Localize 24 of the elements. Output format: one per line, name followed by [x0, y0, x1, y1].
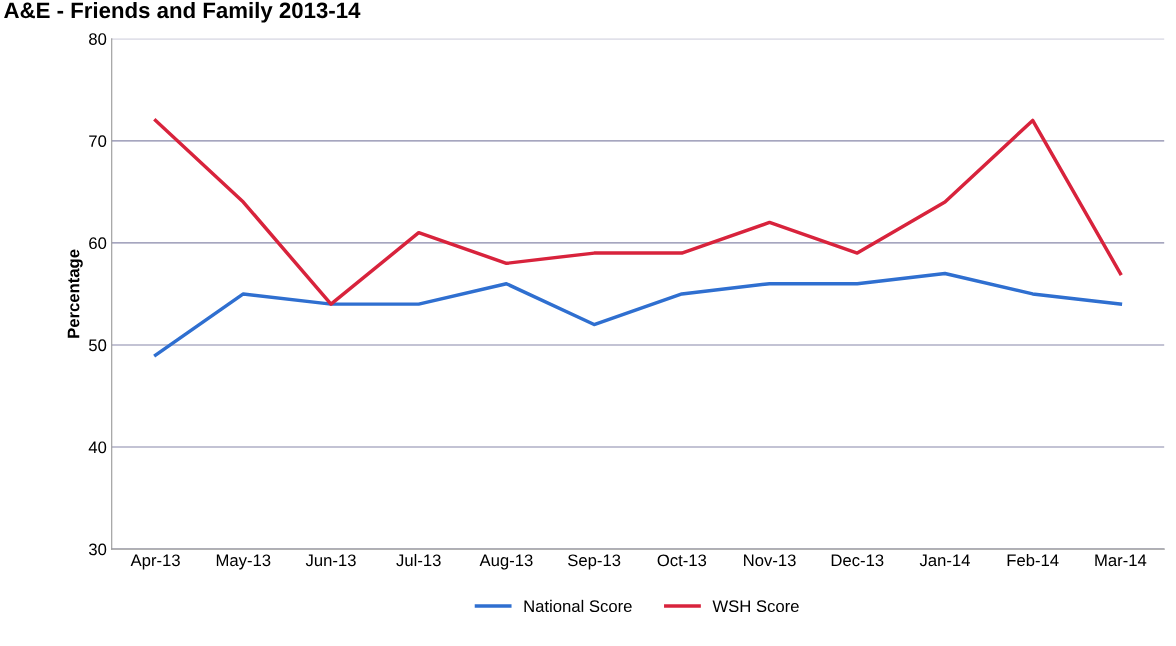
x-tick-label: Oct-13: [657, 554, 707, 567]
x-tick-label: Jun-13: [305, 554, 356, 567]
x-tick-label: Mar-14: [1095, 554, 1147, 567]
line-series: [153, 271, 1123, 357]
y-tick-label: 50: [88, 339, 107, 352]
y-axis-title: Percentage: [67, 249, 83, 338]
x-tick-label: Aug-13: [479, 554, 533, 570]
chart-title: A&E - Friends and Family 2013-14: [4, 1, 361, 23]
line-series: [153, 118, 1123, 306]
y-tick-label: 80: [89, 33, 107, 45]
x-tick-label: Jul-13: [396, 553, 441, 567]
y-tick-label: 60: [89, 237, 107, 250]
y-tick-label: 30: [88, 543, 107, 556]
x-tick-label: Jan-14: [919, 554, 970, 567]
y-tick-label: 70: [89, 135, 107, 148]
x-tick-label: Nov-13: [744, 554, 796, 567]
x-tick-label: May-13: [216, 554, 271, 570]
x-tick-label: Apr-13: [130, 554, 180, 570]
x-tick-label: Feb-14: [1007, 553, 1059, 567]
y-tick-label: 40: [88, 441, 107, 454]
legend-label: WSH Score: [712, 600, 799, 613]
x-tick-label: Dec-13: [831, 554, 884, 567]
legend-label: National Score: [524, 599, 632, 613]
x-tick-label: Sep-13: [568, 554, 621, 570]
